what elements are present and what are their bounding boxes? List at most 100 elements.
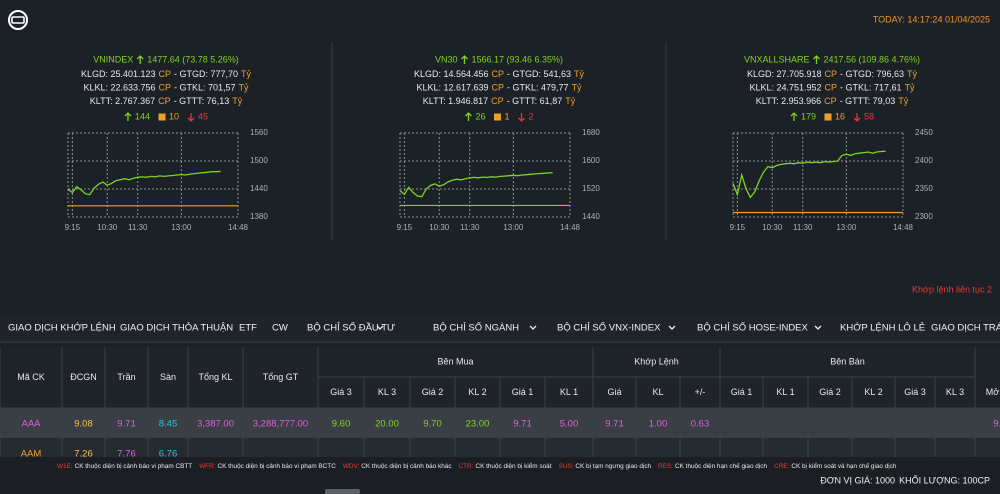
tab[interactable]: BỘ CHỈ SỐ HOSE-INDEX bbox=[697, 322, 809, 334]
stat-part: Tỷ bbox=[898, 96, 908, 106]
dropdown-chevron[interactable] bbox=[529, 325, 537, 330]
legend-text: CK thuộc diện bị cảnh báo vi phạm CBTT bbox=[75, 463, 193, 470]
tab[interactable]: BỘ CHỈ SỐ NGÀNH bbox=[433, 322, 519, 334]
group-header: Bên Mua bbox=[437, 356, 473, 366]
stat-part: Tỷ bbox=[232, 96, 242, 106]
x-tick-label: 13:00 bbox=[836, 223, 857, 232]
stat-part: KLTT: 2.767.367 bbox=[90, 96, 155, 106]
table-cell: 20.00 bbox=[375, 419, 399, 430]
stat-part: KLKL: 12.617.639 bbox=[416, 83, 488, 93]
column-header: +/- bbox=[695, 387, 706, 397]
index-line bbox=[732, 150, 886, 199]
stat-line: KLKL: 22.633.756 CP - GTKL: 701,57 Tỷ bbox=[83, 83, 249, 93]
column-header: ĐCGN bbox=[70, 372, 97, 382]
legend-text: CK thuộc diện bị cảnh báo vi phạm BCTC bbox=[218, 463, 337, 470]
index-name: VNINDEX bbox=[93, 54, 133, 64]
legend-code: CTR: bbox=[459, 463, 474, 470]
stat-part: Tỷ bbox=[574, 69, 584, 79]
dropdown-chevron[interactable] bbox=[814, 325, 822, 330]
y-tick-label: 1600 bbox=[582, 156, 600, 165]
index-name: VNXALLSHARE bbox=[744, 54, 810, 64]
today: TODAY: 14:17:24 01/04/2025 bbox=[873, 14, 990, 24]
x-tick-label: 9:15 bbox=[730, 223, 746, 232]
dropdown-chevron[interactable] bbox=[376, 325, 384, 330]
legend-text: CK thuộc diện bị cảnh báo khác bbox=[361, 463, 452, 470]
down-arrow-icon bbox=[853, 113, 861, 122]
column-header: KL 1 bbox=[560, 387, 578, 397]
index-value: 2417.56 (109.86 4.76%) bbox=[823, 54, 920, 64]
x-tick-label: 13:00 bbox=[171, 223, 192, 232]
x-tick-label: 10:30 bbox=[429, 223, 450, 232]
table-cell: 3,387.00 bbox=[197, 419, 234, 430]
logo-core bbox=[11, 16, 25, 24]
legend-code: SUS: bbox=[558, 463, 573, 470]
stat-part: CP bbox=[159, 83, 172, 93]
tab[interactable]: KHỚP LỆNH LÔ LẺ bbox=[840, 322, 925, 334]
tab[interactable]: BỘ CHỈ SỐ ĐẦU TƯ bbox=[307, 322, 395, 334]
logo[interactable] bbox=[8, 10, 28, 30]
stat-part: - GTGD: 541,63 bbox=[507, 69, 571, 79]
tab[interactable]: GIAO DỊCH KHỚP LỆNH bbox=[8, 323, 116, 334]
x-tick-label: 11:30 bbox=[128, 223, 148, 232]
y-tick-label: 1680 bbox=[582, 128, 600, 137]
advances-count: 179 bbox=[801, 111, 816, 121]
table-cell: 9.71 bbox=[605, 419, 624, 430]
y-tick-label: 1440 bbox=[582, 212, 600, 221]
stat-part: Tỷ bbox=[907, 69, 917, 79]
x-tick-label: 10:30 bbox=[762, 223, 783, 232]
group-header: Khớp Lệnh bbox=[634, 356, 678, 366]
column-header: KL bbox=[652, 387, 663, 397]
stat-part: CP bbox=[824, 96, 837, 106]
stat-line: KLGD: 27.705.918 CP - GTGD: 796,63 Tỷ bbox=[747, 69, 918, 79]
scrollbar-thumb[interactable] bbox=[325, 489, 360, 494]
table-cell: 7.76 bbox=[117, 449, 136, 460]
stat-part: CP bbox=[158, 96, 171, 106]
table-cell: 23.00 bbox=[466, 419, 490, 430]
y-tick-label: 2300 bbox=[915, 212, 933, 221]
x-tick-label: 10:30 bbox=[97, 223, 118, 232]
up-arrow-icon bbox=[124, 112, 132, 121]
flat-square-icon bbox=[493, 113, 501, 121]
x-tick-label: 9:15 bbox=[397, 223, 413, 232]
column-header: Tổng GT bbox=[263, 372, 299, 382]
declines-count: 58 bbox=[864, 111, 874, 121]
stat-part: CP bbox=[825, 69, 838, 79]
legend-code: RES: bbox=[658, 463, 673, 470]
tab[interactable]: GIAO DỊCH THỎA THUẬN bbox=[120, 322, 233, 334]
x-tick-label: 14:48 bbox=[893, 223, 914, 232]
column-header: Sàn bbox=[160, 372, 176, 382]
tab[interactable]: GIAO DỊCH TRÁI PHIẾU bbox=[931, 323, 1000, 334]
stat-part: CP bbox=[825, 83, 838, 93]
dropdown-chevron[interactable] bbox=[668, 325, 676, 330]
index-value: 1477.64 (73.78 5.26%) bbox=[147, 54, 239, 64]
advances-count: 26 bbox=[475, 111, 485, 121]
legend-text: CK thuộc diện hạn chế giao dịch bbox=[675, 461, 767, 470]
stat-part: Tỷ bbox=[239, 83, 249, 93]
unit-volume: KHỐI LƯỢNG: 100CP bbox=[899, 474, 990, 485]
tab[interactable]: ETF bbox=[239, 323, 257, 334]
tab[interactable]: CW bbox=[272, 323, 288, 334]
stat-part: - GTGD: 777,70 bbox=[174, 69, 238, 79]
stat-part: KLGD: 14.564.456 bbox=[414, 69, 489, 79]
table-cell: 3,288,777.00 bbox=[253, 419, 308, 430]
stat-part: KLGD: 27.705.918 bbox=[747, 69, 822, 79]
y-tick-label: 1560 bbox=[250, 128, 268, 137]
y-tick-label: 1500 bbox=[250, 156, 268, 165]
table-cell: 9.60 bbox=[332, 419, 351, 430]
legend-text: CK bị tạm ngưng giao dịch bbox=[575, 463, 651, 470]
stat-part: KLKL: 22.633.756 bbox=[83, 83, 155, 93]
stat-part: KLGD: 25.401.123 bbox=[81, 69, 156, 79]
table-cell: AAM bbox=[21, 449, 42, 460]
table-cell: 9.71 bbox=[513, 419, 532, 430]
table-cell: 8.45 bbox=[159, 419, 178, 430]
stat-line: KLTT: 1.946.817 CP - GTTT: 61,87 Tỷ bbox=[423, 96, 576, 106]
table-cell: 9.08 bbox=[74, 419, 93, 430]
unchanged-count: 1 bbox=[504, 111, 509, 121]
advances-count: 144 bbox=[135, 111, 150, 121]
tab[interactable]: BỘ CHỈ SỐ VNX-INDEX bbox=[557, 322, 661, 334]
legend-text: CK bị kiểm soát và hạn chế giao dịch bbox=[791, 461, 897, 470]
table-cell: 9.70 bbox=[423, 419, 442, 430]
stat-line: KLTT: 2.953.966 CP - GTTT: 79,03 Tỷ bbox=[756, 96, 909, 106]
